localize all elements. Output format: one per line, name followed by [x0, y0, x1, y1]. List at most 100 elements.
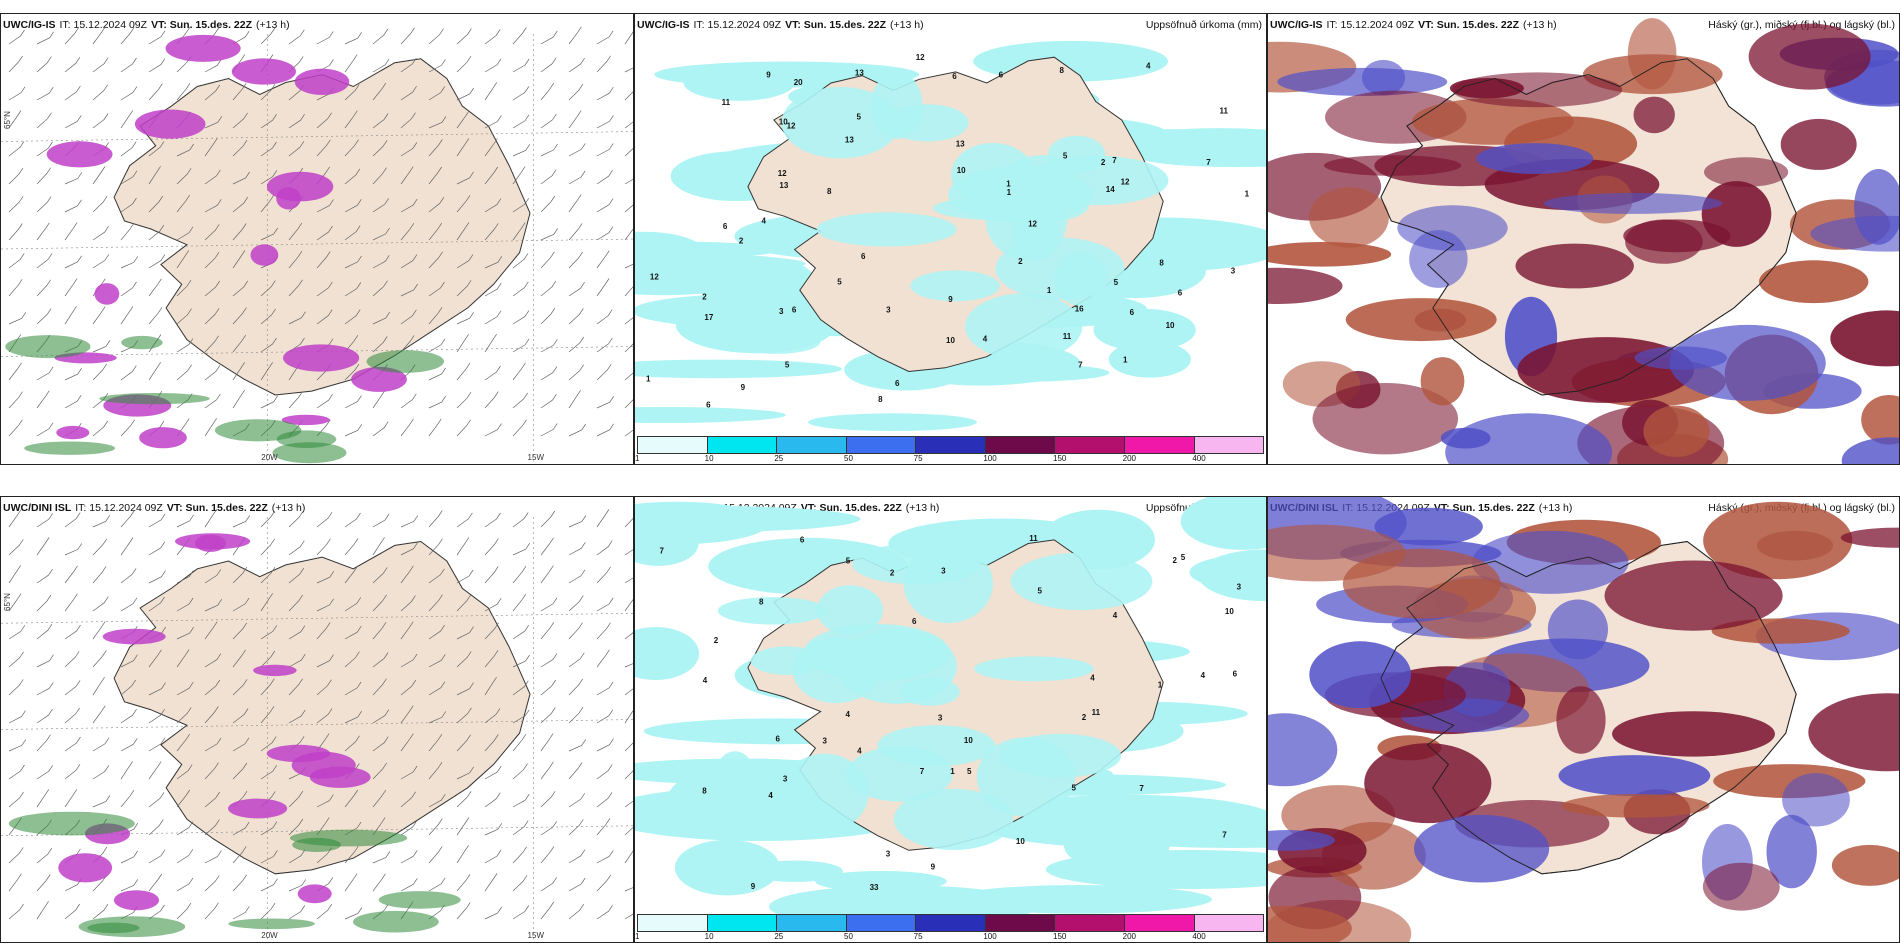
wind-barb — [36, 308, 52, 325]
snow-shower-area — [165, 34, 241, 62]
wind-barb — [148, 58, 166, 73]
wind-barb — [232, 622, 247, 640]
wind-barb — [540, 901, 554, 920]
cloud-layer — [1861, 395, 1899, 445]
wind-barb — [148, 792, 165, 808]
wind-barb — [148, 278, 162, 297]
wind-barb — [428, 197, 445, 213]
wind-barb — [36, 513, 53, 528]
wind-barb — [176, 280, 192, 297]
wind-barb — [400, 733, 414, 752]
wind-barb — [176, 789, 190, 808]
wind-barb — [92, 515, 111, 528]
wind-barb — [344, 84, 360, 101]
wind-barb — [288, 879, 307, 892]
precip-area — [995, 237, 1125, 300]
wind-barb — [596, 509, 610, 528]
precip-value: 3 — [938, 714, 943, 723]
precip-value: 9 — [741, 383, 746, 392]
colorbar-tick: 200 — [1122, 454, 1137, 463]
colorbar-swatch — [1055, 915, 1125, 931]
wind-barb — [8, 847, 24, 864]
wind-barb — [400, 878, 418, 892]
precip-value: 2 — [1082, 713, 1087, 722]
wind-barb — [344, 735, 360, 752]
wind-barb — [428, 818, 443, 836]
wind-barb — [64, 593, 78, 612]
wind-barb — [624, 770, 633, 780]
wind-barb — [120, 170, 138, 185]
wind-barb — [540, 57, 557, 73]
wind-barb — [176, 194, 190, 213]
snow-shower-area — [283, 344, 360, 372]
wind-barb — [540, 679, 556, 696]
wind-barb — [148, 195, 164, 213]
wind-barb — [344, 309, 361, 325]
precip-area — [1010, 552, 1153, 611]
precip-area — [816, 212, 957, 247]
wind-barb — [484, 423, 502, 437]
precip-value: 1 — [950, 767, 955, 776]
wind-barb — [64, 903, 80, 920]
wind-barb — [148, 141, 165, 157]
wind-barb — [120, 850, 138, 864]
wind-barb — [456, 651, 472, 668]
wind-barb — [8, 903, 24, 920]
cloud-layer — [1558, 755, 1711, 797]
wind-barb — [512, 763, 528, 780]
colorbar-tick: 50 — [844, 454, 853, 463]
colorbar-swatch — [846, 915, 917, 931]
wind-barb — [260, 227, 278, 241]
wind-barb — [288, 279, 303, 297]
wind-barb — [428, 251, 443, 269]
cloud-layer — [1643, 405, 1710, 457]
precip-value: 11 — [1029, 534, 1038, 543]
wind-barb — [400, 565, 414, 584]
cloud-layer — [1268, 905, 1352, 942]
wind-barb — [8, 419, 23, 437]
wind-barb — [120, 568, 137, 584]
wind-barb — [456, 363, 471, 381]
wind-barb — [288, 567, 305, 584]
wind-barb — [596, 850, 614, 864]
wind-barb — [456, 171, 474, 185]
wind-barb — [624, 632, 633, 640]
precip-value: 3 — [783, 775, 788, 784]
longitude-label-15w: 15W — [527, 931, 544, 940]
precip-band — [674, 839, 780, 896]
wind-barb — [232, 846, 247, 864]
wind-barb — [428, 281, 445, 297]
rain-area — [121, 335, 163, 350]
wind-barb — [64, 624, 81, 640]
wind-barb — [260, 903, 276, 920]
wind-barb — [344, 139, 359, 157]
wind-barb — [176, 308, 192, 325]
colorbar-swatch — [1124, 915, 1195, 931]
precip-value: 6 — [999, 70, 1004, 79]
wind-barb — [344, 424, 363, 437]
wind-barb — [148, 83, 163, 101]
wind-barb — [596, 226, 614, 241]
wind-barb — [288, 540, 305, 556]
wind-barb — [36, 31, 54, 45]
wind-barb — [120, 738, 138, 752]
wind-barb — [596, 143, 614, 157]
wind-barb — [232, 597, 250, 612]
wind-barb — [540, 307, 556, 325]
cloud-layer — [1412, 98, 1574, 145]
wind-barb — [344, 225, 361, 241]
wind-barb — [456, 707, 472, 724]
latitude-line — [1, 719, 633, 730]
rain-area — [99, 393, 210, 405]
precip-value: 1 — [1047, 286, 1052, 295]
longitude-label-15w: 15W — [527, 453, 544, 462]
wind-barb — [176, 514, 194, 528]
panel-header: UWC/IG-IS IT: 15.12.2024 09Z VT: Sun. 15.d… — [3, 17, 629, 33]
wind-barb — [372, 82, 387, 101]
wind-barb — [64, 27, 79, 45]
wind-barb — [148, 709, 165, 724]
wind-barb — [400, 142, 418, 157]
precip-value: 4 — [846, 710, 851, 719]
wind-barb — [92, 306, 106, 325]
wind-barb — [456, 594, 471, 612]
